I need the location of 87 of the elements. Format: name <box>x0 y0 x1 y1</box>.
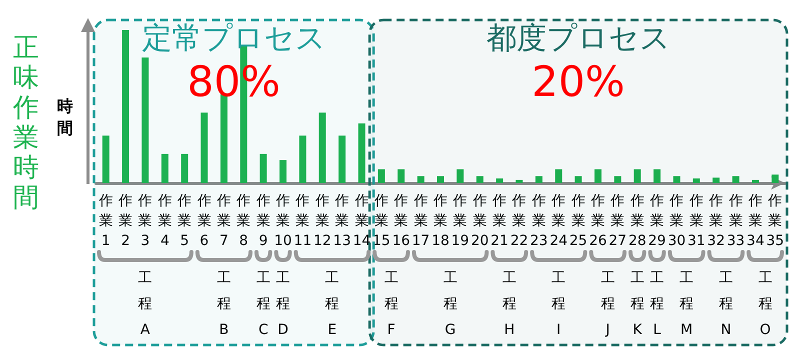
x-tick-label: 作業6 <box>196 193 212 249</box>
bar <box>417 176 424 183</box>
bar <box>260 154 267 183</box>
text: 工程M <box>680 270 694 338</box>
bar <box>712 178 720 183</box>
bar <box>338 136 346 183</box>
x-tick-label: 作業33 <box>726 193 745 249</box>
bar <box>161 154 168 183</box>
bar <box>181 154 188 183</box>
x-tick-label: 作業23 <box>530 193 548 249</box>
x-tick-label: 作業32 <box>707 193 726 249</box>
x-tick-label: 作業2 <box>118 193 133 249</box>
x-tick-label: 作業15 <box>372 193 390 249</box>
bar <box>476 176 484 183</box>
bar <box>437 176 444 183</box>
bar <box>752 180 759 183</box>
bar <box>634 169 641 183</box>
x-tick-label: 作業10 <box>274 193 292 249</box>
x-tick-label: 作業28 <box>628 193 646 249</box>
bar <box>594 169 602 183</box>
x-tick-label: 作業13 <box>333 193 351 249</box>
x-tick-label: 作業21 <box>490 193 508 249</box>
x-tick-label: 作業34 <box>746 193 764 249</box>
bar <box>378 169 385 183</box>
bar <box>122 30 130 183</box>
bar <box>516 180 523 183</box>
x-tick-label: 作業14 <box>352 193 371 249</box>
text: 工程I <box>552 270 566 338</box>
x-tick-label: 作業26 <box>589 193 607 249</box>
x-tick-label: 作業16 <box>392 193 410 249</box>
text: 工程L <box>650 270 664 338</box>
x-tick-label: 作業25 <box>569 193 588 249</box>
text: 工程B <box>216 270 231 338</box>
x-tick-label: 作業22 <box>510 193 528 249</box>
text: 工程E <box>325 270 340 338</box>
bar <box>398 169 405 183</box>
text: 工程F <box>384 270 398 338</box>
x-tick-label: 作業35 <box>766 193 784 249</box>
bar <box>535 176 542 183</box>
x-tick-label: 作業12 <box>313 193 332 249</box>
bar <box>673 176 680 183</box>
bar <box>692 178 700 183</box>
bar <box>318 112 326 183</box>
bar <box>456 169 464 183</box>
bar <box>732 176 740 183</box>
x-tick-label: 作業17 <box>412 193 430 249</box>
bar <box>654 169 661 183</box>
text: 工程C <box>256 270 270 338</box>
bar <box>614 176 622 183</box>
x-tick-label: 作業4 <box>156 193 172 249</box>
text: 正味作業時間 <box>12 33 39 213</box>
bar <box>574 176 582 183</box>
x-tick-label: 作業1 <box>98 193 113 249</box>
text: 工程J <box>600 270 615 338</box>
x-tick-label: 作業18 <box>432 193 450 249</box>
x-tick-label: 作業20 <box>470 193 489 249</box>
bar <box>299 136 306 183</box>
y-axis-title: 時間 <box>57 96 73 138</box>
text: 工程N <box>718 270 733 338</box>
x-tick-label: 作業5 <box>176 193 192 249</box>
band-label: 都度プロセス <box>486 21 670 56</box>
x-tick-label: 作業31 <box>688 193 706 249</box>
bar <box>358 123 366 183</box>
bar <box>555 169 562 183</box>
bar <box>200 112 208 183</box>
annotation: 20% <box>532 57 625 106</box>
x-tick-label: 作業11 <box>294 193 312 249</box>
text: 工程G <box>443 270 458 338</box>
bar <box>496 178 504 183</box>
bar <box>280 160 287 183</box>
x-tick-label: 作業9 <box>255 193 270 249</box>
text: 工程K <box>630 270 644 338</box>
x-tick-label: 作業7 <box>216 193 231 249</box>
x-tick-label: 作業27 <box>608 193 627 249</box>
x-tick-label: 作業30 <box>668 193 686 249</box>
text: 工程D <box>276 270 290 338</box>
x-tick-label: 作業3 <box>137 193 152 249</box>
band-label: 定常プロセス <box>142 21 326 56</box>
x-tick-label: 作業19 <box>451 193 470 249</box>
x-tick-label: 作業8 <box>236 193 251 249</box>
bar <box>142 58 149 183</box>
text: 工程A <box>138 270 152 338</box>
text: 工程O <box>758 270 772 338</box>
x-tick-label: 作業29 <box>648 193 666 249</box>
text: 工程H <box>502 270 516 338</box>
bar <box>102 136 110 183</box>
x-tick-label: 作業24 <box>550 193 568 249</box>
